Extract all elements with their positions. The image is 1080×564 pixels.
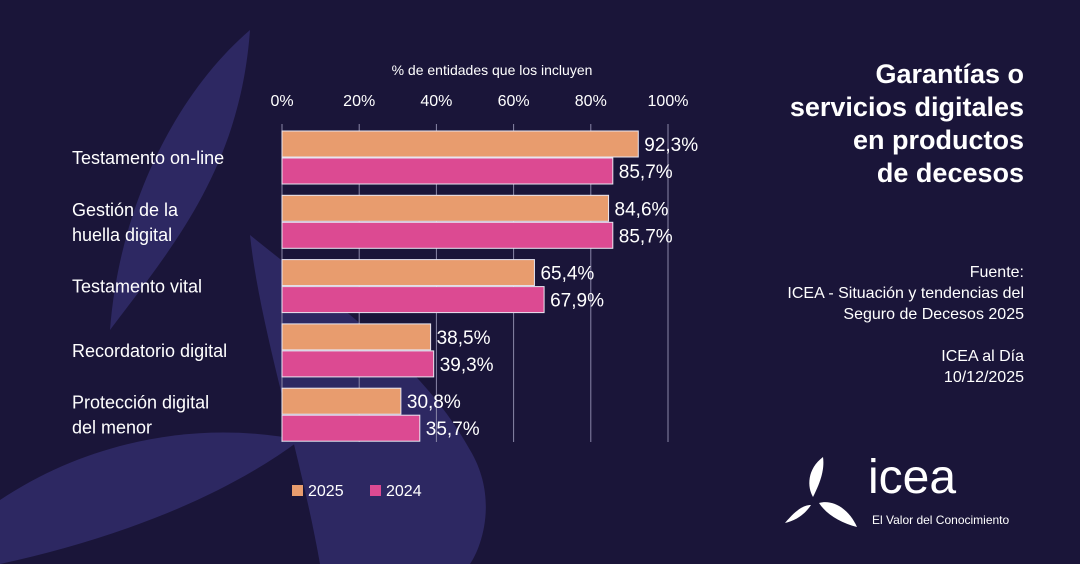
- bar-2024: [281, 286, 545, 314]
- data-label: 39,3%: [440, 355, 494, 376]
- bar-2025: [281, 259, 535, 287]
- category-label: del menor: [72, 418, 152, 438]
- page-title-line: Garantías o: [875, 59, 1024, 89]
- category-label: Testamento on-line: [72, 148, 224, 168]
- legend-label: 2025: [308, 483, 344, 500]
- data-label: 35,7%: [426, 419, 480, 440]
- publication-date: 10/12/2025: [943, 369, 1024, 386]
- legend-swatch-2024: [370, 485, 381, 496]
- bar-2025: [281, 194, 610, 222]
- bar-2024: [281, 221, 614, 249]
- page-title: Garantías o servicios digitales en product…: [724, 58, 1024, 190]
- data-label: 67,9%: [550, 291, 604, 312]
- source-block: Fuente: ICEA - Situación y tendencias de…: [754, 262, 1024, 388]
- data-label: 30,8%: [407, 392, 461, 413]
- category-label: Recordatorio digital: [72, 341, 227, 361]
- icea-logo-icon: [785, 457, 857, 527]
- x-tick-label: 60%: [498, 93, 530, 110]
- bar-2024: [281, 414, 421, 442]
- x-tick-label: 40%: [420, 93, 452, 110]
- data-label: 84,6%: [615, 199, 669, 220]
- source-text: ICEA - Situación y tendencias del Seguro…: [787, 285, 1024, 323]
- data-label: 85,7%: [619, 162, 673, 183]
- page-title-text: Garantías o servicios digitales en product…: [724, 58, 1024, 190]
- category-label: Testamento vital: [72, 277, 202, 297]
- x-tick-label: 0%: [270, 93, 293, 110]
- data-label: 38,5%: [437, 328, 491, 349]
- page-title-line: de decesos: [876, 158, 1024, 188]
- page-title-line: en productos: [852, 125, 1024, 155]
- page-title-line: servicios digitales: [789, 92, 1024, 122]
- category-label: Gestión de la: [72, 200, 179, 220]
- x-tick-label: 100%: [648, 93, 689, 110]
- publication: ICEA al Día: [941, 348, 1024, 365]
- category-label: huella digital: [72, 225, 172, 245]
- legend-swatch-2025: [292, 485, 303, 496]
- x-tick-label: 20%: [343, 93, 375, 110]
- deco-leaf: [110, 30, 250, 330]
- bar-2025: [281, 323, 432, 351]
- bar-2025: [281, 130, 639, 158]
- bar-2024: [281, 157, 614, 185]
- bar-2025: [281, 387, 402, 415]
- logo-tagline: El Valor del Conocimiento: [872, 513, 1010, 527]
- legend-label: 2024: [386, 483, 422, 500]
- category-label: Protección digital: [72, 393, 209, 413]
- data-label: 85,7%: [619, 226, 673, 247]
- deco-leaf: [0, 432, 300, 564]
- data-label: 65,4%: [540, 264, 594, 285]
- source-label: Fuente:: [969, 264, 1024, 281]
- data-label: 92,3%: [644, 135, 698, 156]
- x-axis-label: % de entidades que los incluyen: [392, 62, 593, 78]
- bar-2024: [281, 350, 435, 378]
- logo-wordmark: icea: [868, 451, 957, 504]
- x-tick-label: 80%: [575, 93, 607, 110]
